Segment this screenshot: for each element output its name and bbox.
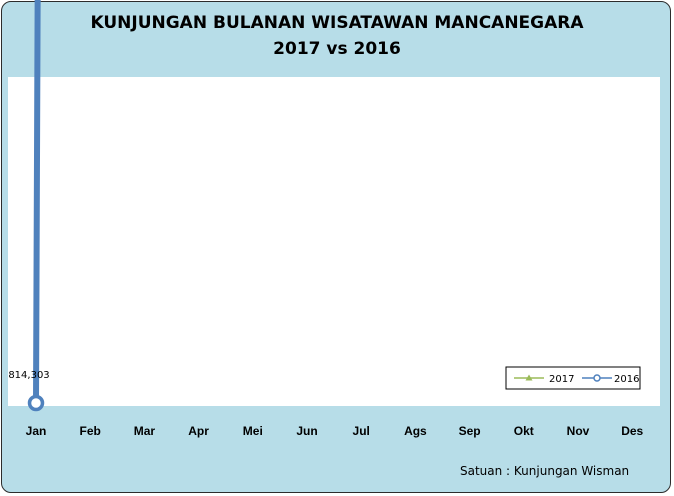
category-label-jan: Jan: [26, 424, 47, 438]
category-label-jul: Jul: [353, 424, 370, 438]
category-label-apr: Apr: [188, 424, 209, 438]
series-2016-point: [30, 397, 43, 410]
legend-2017-label: 2017: [549, 374, 574, 385]
series-2016-data-label: 814,303: [8, 370, 49, 381]
category-label-mar: Mar: [134, 424, 156, 438]
category-label-ags: Ags: [404, 424, 427, 438]
legend-2016-label: 2016: [614, 374, 639, 385]
series-2016-line: [36, 0, 632, 403]
category-label-feb: Feb: [80, 424, 101, 438]
category-label-nov: Nov: [567, 424, 590, 438]
legend-2016-marker: [594, 375, 600, 381]
category-label-okt: Okt: [514, 424, 534, 438]
category-label-mei: Mei: [243, 424, 263, 438]
category-label-des: Des: [621, 424, 643, 438]
unit-note: Satuan : Kunjungan Wisman: [460, 464, 629, 478]
category-label-sep: Sep: [459, 424, 481, 438]
category-label-jun: Jun: [296, 424, 317, 438]
